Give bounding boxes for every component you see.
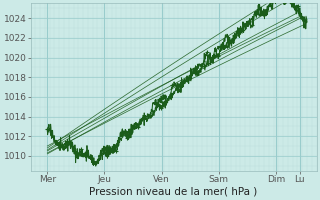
X-axis label: Pression niveau de la mer( hPa ): Pression niveau de la mer( hPa ): [90, 187, 258, 197]
